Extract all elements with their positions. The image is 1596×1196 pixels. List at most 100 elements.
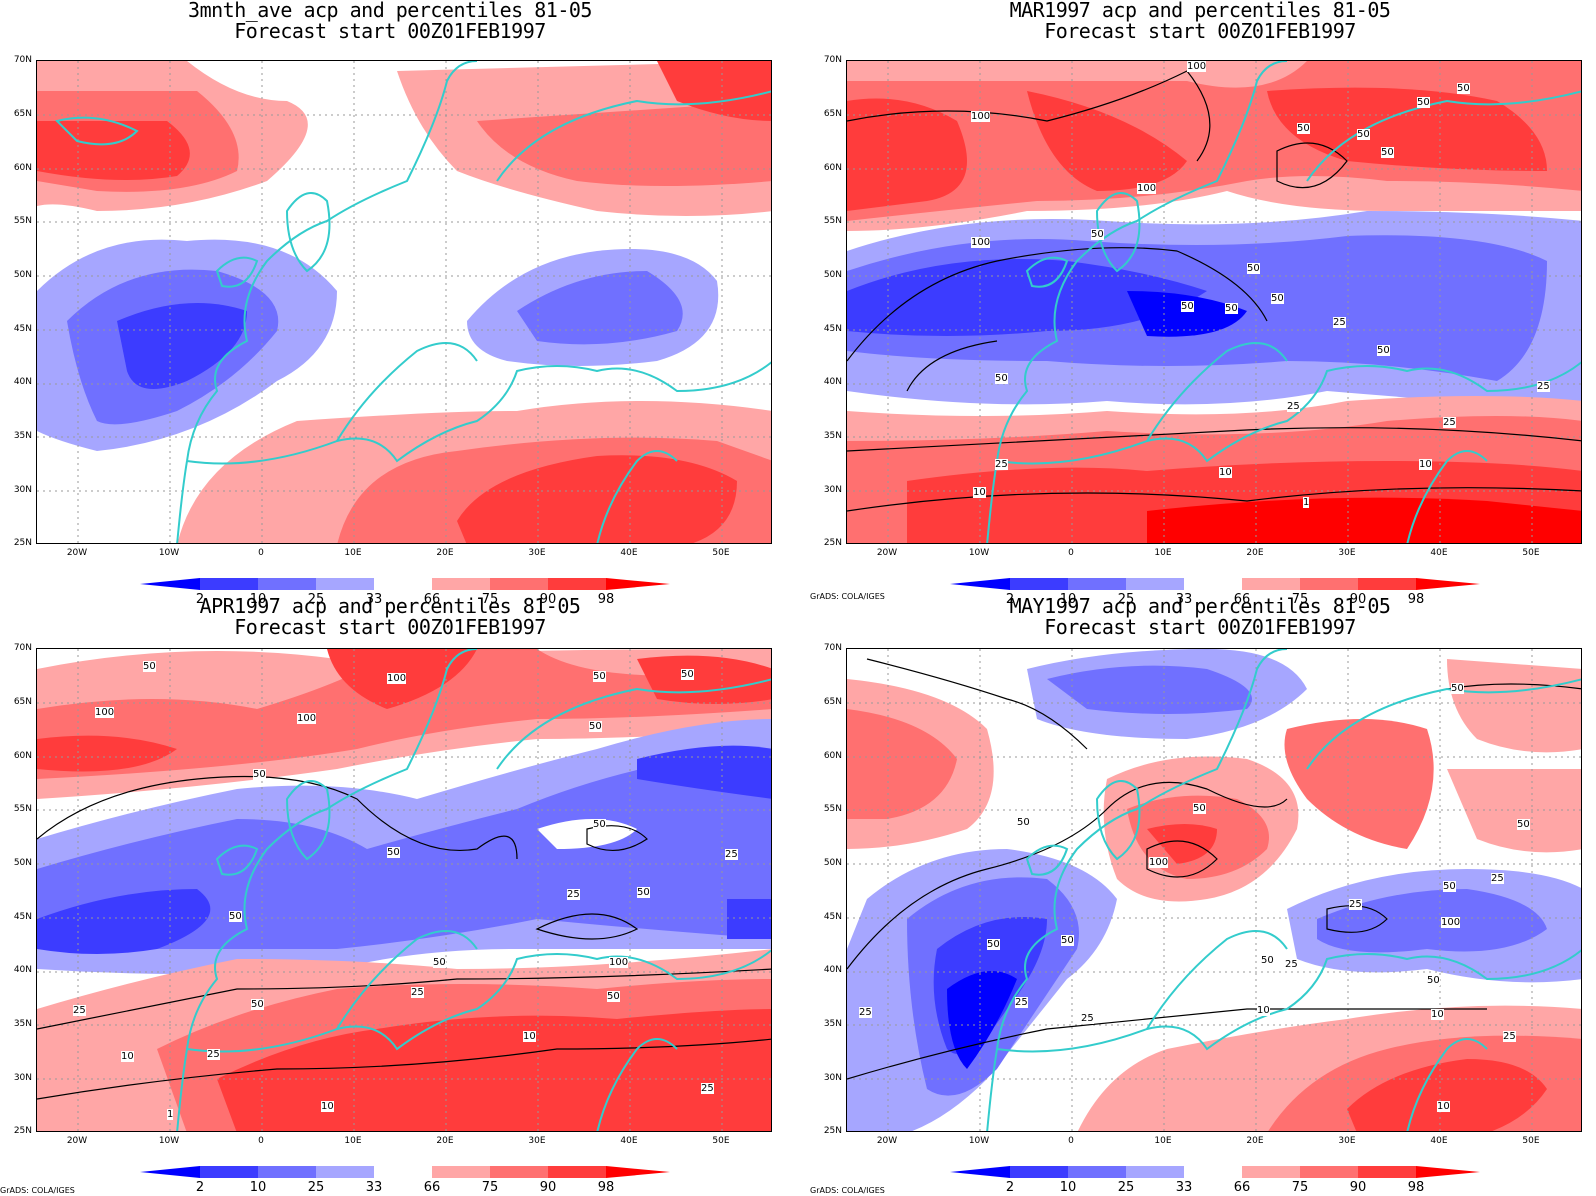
contour-label: 50 [143, 661, 156, 672]
contour-label: 25 [1491, 873, 1504, 884]
colorbar-level: 66 [1233, 592, 1251, 607]
contour-label: 50 [589, 721, 602, 732]
map-frame: 100 100 100 100 50 50 50 50 50 50 50 50 … [846, 60, 1582, 544]
lon-tick: 20E [436, 1136, 454, 1146]
contour-label: 25 [1443, 417, 1456, 428]
lat-tick: 70N [823, 643, 842, 653]
lat-tick: 25N [823, 538, 842, 548]
lat-tick: 30N [13, 1073, 32, 1083]
lat-tick: 40N [13, 965, 32, 975]
contour-labels: 50 50 50 50 100 50 50 25 25 100 25 50 50… [847, 649, 1581, 1131]
contour-label: 50 [251, 999, 264, 1010]
contour-label: 50 [1193, 803, 1206, 814]
contour-label: 100 [609, 957, 629, 968]
lon-tick: 40E [1430, 1136, 1448, 1146]
panel-subtitle: Forecast start 00Z01FEB1997 [234, 615, 546, 639]
lat-tick: 55N [823, 804, 842, 814]
contour-label: 50 [1377, 345, 1390, 356]
grads-credit: GrADS: COLA/IGES [0, 1186, 75, 1195]
lat-tick: 25N [823, 1126, 842, 1136]
lat-tick: 50N [13, 858, 32, 868]
contour-label: 100 [387, 673, 407, 684]
lon-tick: 10W [968, 548, 990, 558]
colorbar-level: 75 [1291, 1180, 1309, 1195]
colorbar-level: 90 [1349, 1180, 1367, 1195]
lat-tick: 25N [13, 538, 32, 548]
panel-title: MAR1997 acp and percentiles 81-05 [1009, 0, 1391, 22]
contour-label: 10 [1437, 1101, 1450, 1112]
contour-label: 50 [1417, 97, 1430, 108]
lon-tick: 20E [1246, 548, 1264, 558]
lat-tick: 45N [13, 912, 32, 922]
contour-label: 25 [207, 1049, 220, 1060]
grads-credit: GrADS: COLA/IGES [810, 1186, 885, 1195]
colorbar-level: 2 [195, 592, 205, 607]
contour-label: 25 [1287, 401, 1300, 412]
contour-label: 100 [1441, 917, 1461, 928]
lon-tick: 30E [528, 548, 546, 558]
lon-tick: 50E [1522, 1136, 1540, 1146]
contour-label: 50 [1017, 817, 1030, 828]
lat-tick: 60N [823, 751, 842, 761]
contour-labels: 100 100 100 100 50 50 50 50 50 50 50 50 … [847, 61, 1581, 543]
contour-label: 50 [1271, 293, 1284, 304]
lat-tick: 50N [823, 858, 842, 868]
panel-title: APR1997 acp and percentiles 81-05 [199, 594, 581, 618]
lat-tick: 65N [823, 109, 842, 119]
lat-tick: 60N [13, 751, 32, 761]
lon-tick: 50E [712, 548, 730, 558]
contour-label: 50 [593, 819, 606, 830]
contour-label: 50 [433, 957, 446, 968]
lat-tick: 60N [13, 163, 32, 173]
lat-tick: 70N [13, 643, 32, 653]
contour-label: 50 [1297, 123, 1310, 134]
lat-tick: 45N [823, 912, 842, 922]
lon-tick: 30E [528, 1136, 546, 1146]
contour-label: 50 [229, 911, 242, 922]
contour-label: 100 [971, 237, 991, 248]
contour-label: 50 [1225, 303, 1238, 314]
map-panel-may1997: MAY1997 acp and percentiles 81-05 Foreca… [810, 588, 1590, 1195]
contour-label: 50 [253, 769, 266, 780]
contour-label: 25 [701, 1083, 714, 1094]
colorbar-level: 66 [423, 592, 441, 607]
contour-label: 50 [681, 669, 694, 680]
panel-subtitle: Forecast start 00Z01FEB1997 [1044, 19, 1356, 43]
contour-label: 100 [971, 111, 991, 122]
lon-tick: 50E [1522, 548, 1540, 558]
lon-tick: 40E [620, 1136, 638, 1146]
contour-label: 25 [567, 889, 580, 900]
contour-label: 25 [1503, 1031, 1516, 1042]
contour-label: 25 [725, 849, 738, 860]
panel-subtitle: Forecast start 00Z01FEB1997 [1044, 615, 1356, 639]
colorbar-level: 33 [1175, 592, 1193, 607]
contour-label: 50 [1443, 881, 1456, 892]
colorbar-level: 98 [597, 592, 615, 607]
contour-label: 50 [1247, 263, 1260, 274]
contour-label: 25 [995, 459, 1008, 470]
lat-tick: 65N [13, 109, 32, 119]
colorbar-level: 90 [539, 1180, 557, 1195]
contour-label: 50 [1381, 147, 1394, 158]
contour-label: 50 [1261, 955, 1274, 966]
map-frame [36, 60, 772, 544]
colorbar-level: 75 [481, 592, 499, 607]
colorbar-level: 10 [249, 1180, 267, 1195]
colorbar-level: 10 [249, 592, 267, 607]
contour-label: 100 [95, 707, 115, 718]
lat-tick: 35N [823, 1019, 842, 1029]
lon-tick: 10W [968, 1136, 990, 1146]
colorbar-level: 25 [307, 1180, 325, 1195]
contour-label: 50 [1451, 683, 1464, 694]
contour-label: 10 [973, 487, 986, 498]
lon-tick: 40E [1430, 548, 1448, 558]
contour-label: 50 [1457, 83, 1470, 94]
grads-credit: GrADS: COLA/IGES [810, 592, 885, 601]
lon-tick: 0 [258, 548, 264, 558]
lat-tick: 25N [13, 1126, 32, 1136]
lon-tick: 30E [1338, 1136, 1356, 1146]
contour-label: 50 [387, 847, 400, 858]
colorbar-level: 90 [539, 592, 557, 607]
panel-title: MAY1997 acp and percentiles 81-05 [1009, 594, 1391, 618]
contour-label: 1 [1303, 497, 1310, 508]
